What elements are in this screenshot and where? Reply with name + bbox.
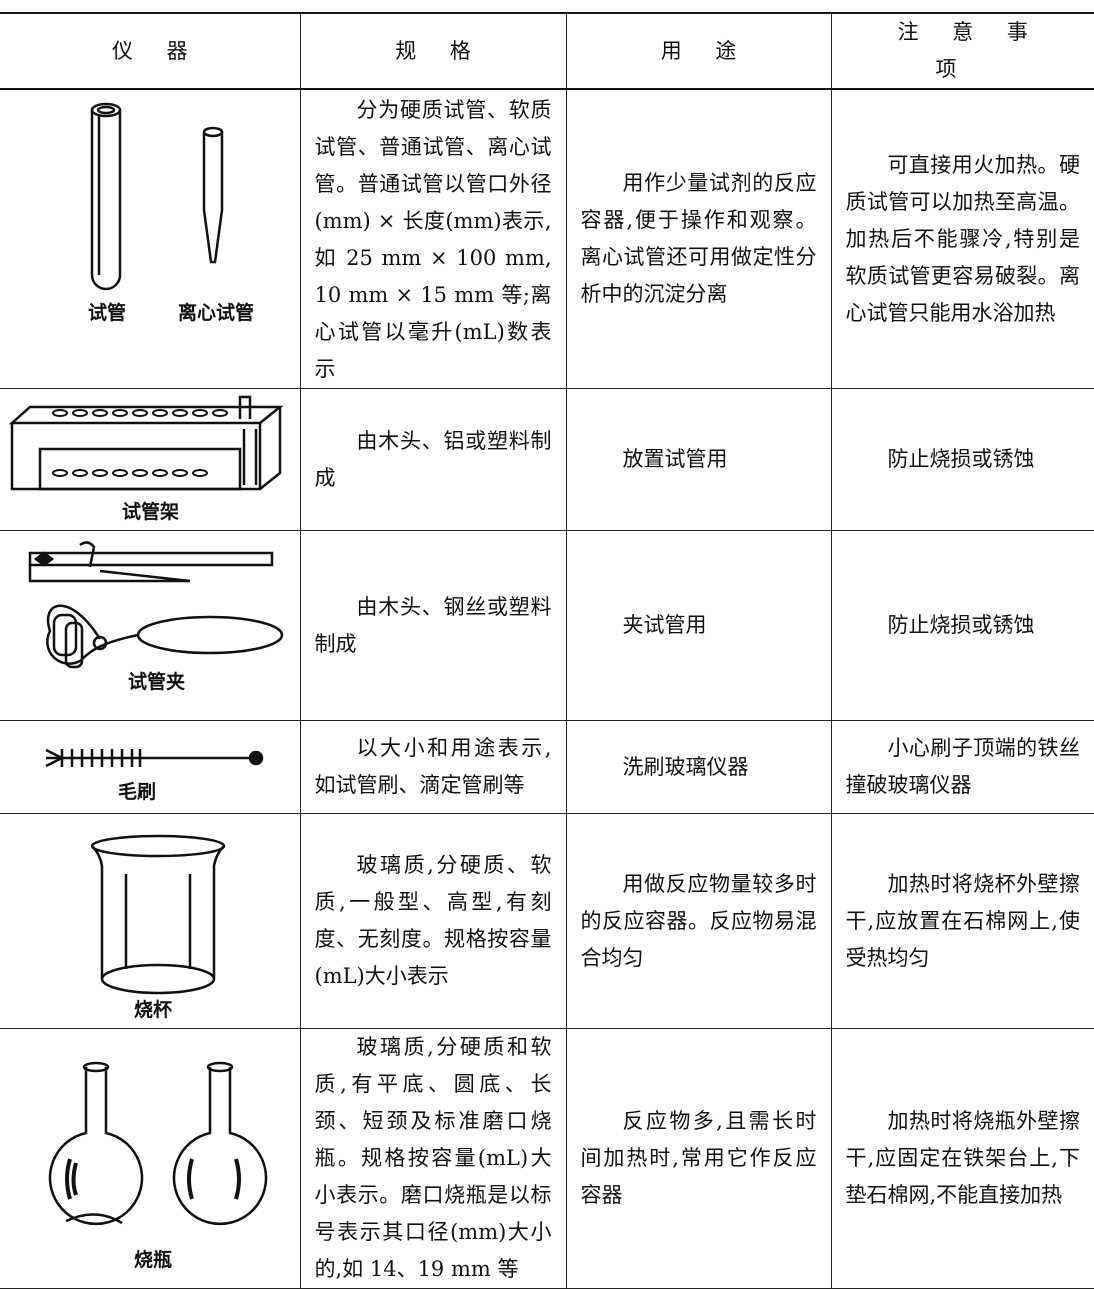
use-cell: 反应物多,且需长时间加热时,常用它作反应容器 bbox=[565, 1028, 832, 1289]
spec-cell: 以大小和用途表示,如试管刷、滴定管刷等 bbox=[299, 720, 567, 814]
page: {"header":["仪器","规格","用途","注意事项"], "rows… bbox=[0, 12, 1094, 1289]
instrument-label: 烧杯 bbox=[134, 999, 173, 1021]
flask-icon bbox=[48, 1061, 268, 1226]
header-cell: 规格 bbox=[299, 12, 567, 90]
spec-cell: 由木头、铝或塑料制成 bbox=[299, 388, 567, 531]
instrument-label: 试管 bbox=[88, 302, 127, 324]
use-cell: 放置试管用 bbox=[565, 388, 832, 531]
image-cell: 毛刷 bbox=[0, 720, 301, 814]
image-cell: 试管 离心试管 bbox=[0, 88, 301, 389]
instrument-label: 离心试管 bbox=[178, 302, 255, 324]
clamp-icon bbox=[28, 541, 284, 669]
image-cell: 烧杯 bbox=[0, 813, 301, 1029]
header-cell: 用途 bbox=[565, 12, 832, 90]
note-cell: 加热时将烧杯外壁擦干,应放置在石棉网上,使受热均匀 bbox=[830, 813, 1094, 1029]
use-cell: 用做反应物量较多时的反应容器。反应物易混合均匀 bbox=[565, 813, 832, 1029]
instrument-label: 试管架 bbox=[122, 501, 180, 523]
spec-cell: 玻璃质,分硬质和软质,有平底、圆底、长颈、短颈及标准磨口烧瓶。规格按容量(mL)… bbox=[299, 1028, 567, 1289]
instrument-table: 仪器 规格 用途 注意事项 试管 离心试管 分为硬质试管、软质试管、普通试管、离… bbox=[0, 12, 1094, 1289]
note-cell: 小心刷子顶端的铁丝撞破玻璃仪器 bbox=[830, 720, 1094, 814]
use-cell: 夹试管用 bbox=[565, 530, 832, 721]
header-cell: 注意事项 bbox=[830, 12, 1094, 90]
rack-icon bbox=[8, 395, 284, 491]
spec-cell: 玻璃质,分硬质、软质,一般型、高型,有刻度、无刻度。规格按容量(mL)大小表示 bbox=[299, 813, 567, 1029]
image-cell: 试管夹 bbox=[0, 530, 301, 721]
instrument-label: 烧瓶 bbox=[134, 1249, 173, 1271]
use-cell: 用作少量试剂的反应容器,便于操作和观察。离心试管还可用做定性分析中的沉淀分离 bbox=[565, 88, 832, 389]
test-tube-icon bbox=[90, 102, 224, 291]
image-cell: 烧瓶 bbox=[0, 1028, 301, 1289]
instrument-label: 试管夹 bbox=[128, 671, 186, 693]
brush-icon bbox=[45, 748, 264, 768]
beaker-icon bbox=[90, 834, 226, 995]
image-cell: 试管架 bbox=[0, 388, 301, 531]
note-cell: 可直接用火加热。硬质试管可以加热至高温。加热后不能骤冷,特别是软质试管更容易破裂… bbox=[830, 88, 1094, 389]
use-cell: 洗刷玻璃仪器 bbox=[565, 720, 832, 814]
instrument-label: 毛刷 bbox=[118, 781, 157, 803]
spec-cell: 由木头、钢丝或塑料制成 bbox=[299, 530, 567, 721]
note-cell: 防止烧损或锈蚀 bbox=[830, 388, 1094, 531]
header-cell: 仪器 bbox=[0, 12, 301, 90]
note-cell: 加热时将烧瓶外壁擦干,应固定在铁架台上,下垫石棉网,不能直接加热 bbox=[830, 1028, 1094, 1289]
spec-cell: 分为硬质试管、软质试管、普通试管、离心试管。普通试管以管口外径(mm) × 长度… bbox=[299, 88, 567, 389]
note-cell: 防止烧损或锈蚀 bbox=[830, 530, 1094, 721]
